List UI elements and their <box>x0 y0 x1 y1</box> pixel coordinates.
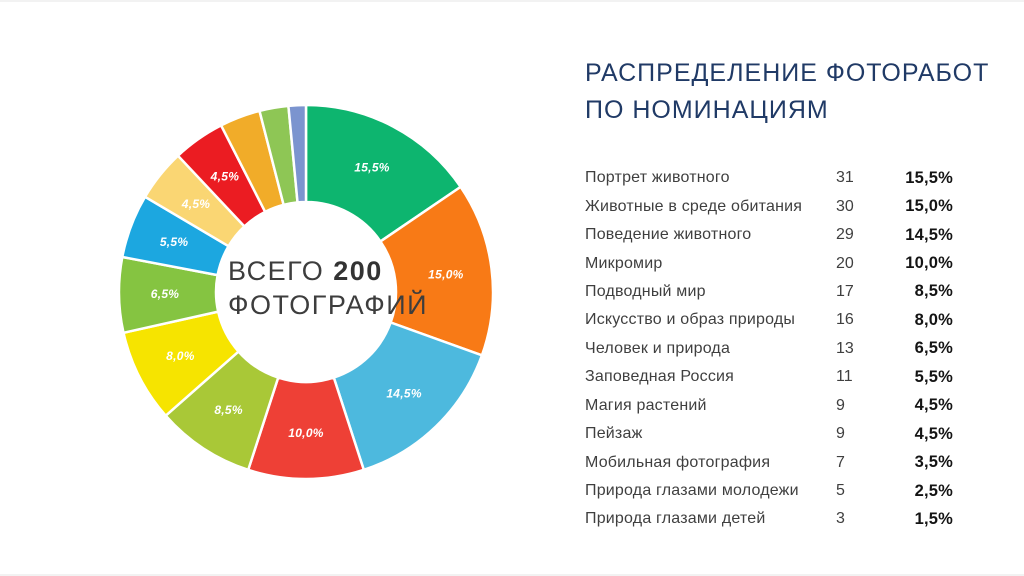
slide-bottom-edge <box>0 574 1024 576</box>
slide-top-edge <box>0 0 1024 2</box>
slice-percent-label: 8,0% <box>166 349 195 363</box>
row-label: Портрет животного <box>585 169 730 187</box>
row-percent: 3,5% <box>914 453 953 472</box>
row-label: Заповедная Россия <box>585 368 735 386</box>
table-row: Искусство и образ природы 16 8,0% <box>585 306 953 334</box>
right-panel: РАСПРЕДЕЛЕНИЕ ФОТОРАБОТ ПО НОМИНАЦИЯМ По… <box>585 55 988 534</box>
slice-percent-label: 6,5% <box>151 287 180 301</box>
row-count: 30 <box>836 197 854 215</box>
row-label: Животные в среде обитания <box>585 197 803 215</box>
row-count: 31 <box>836 169 854 187</box>
table-row: Микромир 20 10,0% <box>585 249 953 277</box>
table-row: Подводный мир 17 8,5% <box>585 278 953 306</box>
row-percent: 1,5% <box>914 509 953 528</box>
donut-center-total: 200 <box>333 256 383 286</box>
table-row: Поведение животного 29 14,5% <box>585 221 953 249</box>
table-row: Природа глазами детей 3 1,5% <box>585 505 953 533</box>
row-percent: 4,5% <box>914 424 953 443</box>
page-title: РАСПРЕДЕЛЕНИЕ ФОТОРАБОТ ПО НОМИНАЦИЯМ <box>585 55 988 129</box>
slice-percent-label: 4,5% <box>210 170 240 184</box>
slice-percent-label: 14,5% <box>386 386 422 400</box>
row-percent: 15,0% <box>905 197 953 216</box>
slice-percent-label: 15,5% <box>354 160 390 174</box>
row-count: 9 <box>836 396 845 414</box>
table-row: Человек и природа 13 6,5% <box>585 335 953 363</box>
row-label: Природа глазами молодежи <box>585 482 799 500</box>
table-row: Животные в среде обитания 30 15,0% <box>585 192 953 220</box>
row-label: Магия растений <box>585 396 707 414</box>
row-count: 3 <box>836 510 845 528</box>
table-row: Природа глазами молодежи 5 2,5% <box>585 477 953 505</box>
row-label: Микромир <box>585 254 663 272</box>
donut-center-line2: ФОТОГРАФИЙ <box>228 290 429 320</box>
slice-percent-label: 5,5% <box>160 235 189 249</box>
row-count: 11 <box>836 368 853 386</box>
donut-center-prefix: ВСЕГО <box>228 256 325 286</box>
donut-chart-svg: 15,5% 15,0% 14,5% 10,0% 8,5% 8,0% 6,5% 5,5% 4,5%… <box>117 103 495 481</box>
table-row: Мобильная фотография 7 3,5% <box>585 448 953 476</box>
row-label: Человек и природа <box>585 339 731 357</box>
table-row: Заповедная Россия 11 5,5% <box>585 363 953 391</box>
row-count: 17 <box>836 282 854 300</box>
donut-slice <box>378 185 495 357</box>
table-row: Портрет животного 31 15,5% <box>585 164 953 192</box>
donut-center-line1: ВСЕГО 200 <box>228 254 418 288</box>
slice-percent-label: 4,5% <box>181 197 211 211</box>
slice-percent-label: 15,0% <box>428 267 464 281</box>
page-title-line2: ПО НОМИНАЦИЯМ <box>585 96 829 124</box>
slice-percent-label: 10,0% <box>288 426 324 440</box>
row-count: 20 <box>836 254 854 272</box>
page-title-line1: РАСПРЕДЕЛЕНИЕ ФОТОРАБОТ <box>585 59 990 87</box>
row-count: 5 <box>836 482 845 500</box>
row-label: Мобильная фотография <box>585 453 771 471</box>
row-percent: 8,0% <box>914 310 953 329</box>
row-label: Пейзаж <box>585 425 643 443</box>
row-percent: 15,5% <box>905 168 953 187</box>
row-percent: 4,5% <box>914 396 953 415</box>
table-row: Пейзаж 9 4,5% <box>585 420 953 448</box>
donut-slice <box>287 103 308 204</box>
row-percent: 6,5% <box>914 339 953 358</box>
nominations-table: Портрет животного 31 15,5% Животные в среде… <box>585 164 953 534</box>
row-count: 29 <box>836 226 854 244</box>
row-percent: 5,5% <box>914 367 953 386</box>
row-label: Поведение животного <box>585 226 752 244</box>
row-label: Подводный мир <box>585 282 706 300</box>
row-count: 7 <box>836 453 845 471</box>
row-percent: 2,5% <box>914 481 953 500</box>
row-percent: 14,5% <box>905 225 953 244</box>
row-label: Природа глазами детей <box>585 510 766 528</box>
row-percent: 10,0% <box>905 254 953 273</box>
donut-chart: 15,5% 15,0% 14,5% 10,0% 8,5% 8,0% 6,5% 5,5% 4,5%… <box>106 92 506 492</box>
row-count: 9 <box>836 425 845 443</box>
slice-percent-label: 8,5% <box>214 403 243 417</box>
row-label: Искусство и образ природы <box>585 311 796 329</box>
row-percent: 8,5% <box>914 282 953 301</box>
row-count: 16 <box>836 311 854 329</box>
row-count: 13 <box>836 339 854 357</box>
donut-center-label: ВСЕГО 200 ФОТОГРАФИЙ <box>228 254 429 322</box>
table-row: Магия растений 9 4,5% <box>585 392 953 420</box>
